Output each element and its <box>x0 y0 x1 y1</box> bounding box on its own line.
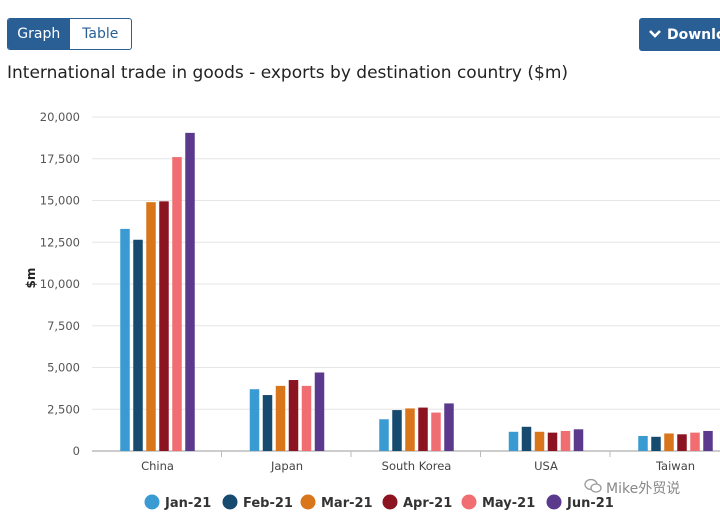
legend-label: Apr-21 <box>403 496 452 511</box>
legend-label: Jun-21 <box>566 496 614 511</box>
y-tick-label: 5,000 <box>47 361 80 375</box>
legend-label: Feb-21 <box>243 496 293 511</box>
legend-label: Jan-21 <box>164 496 211 511</box>
y-tick-label: 0 <box>73 444 80 458</box>
bar-mar-21 <box>275 385 286 451</box>
bar-feb-21 <box>262 395 273 451</box>
bar-apr-21 <box>288 380 299 451</box>
watermark: Mike外贸说 <box>584 478 680 498</box>
bar-jun-21 <box>444 403 454 451</box>
download-label: Downlo <box>667 26 720 43</box>
bar-may-21 <box>431 412 441 451</box>
bar-jan-21 <box>638 435 648 451</box>
y-tick-label: 10,000 <box>40 277 80 291</box>
chart-title: International trade in goods - exports b… <box>7 63 569 83</box>
x-tick-label: South Korea <box>382 459 452 473</box>
bar-jun-21 <box>314 372 325 451</box>
bar-apr-21 <box>547 432 558 451</box>
y-tick-label: 17,500 <box>40 152 80 166</box>
wechat-icon <box>584 478 602 498</box>
y-tick-label: 7,500 <box>47 319 80 333</box>
legend-label: Mar-21 <box>321 496 373 511</box>
bar-apr-21 <box>677 434 687 451</box>
legend-label: May-21 <box>482 496 535 511</box>
bar-mar-21 <box>146 202 156 451</box>
bar-may-21 <box>301 385 312 451</box>
graph-tab[interactable]: Graph <box>8 19 70 49</box>
bar-may-21 <box>560 430 571 451</box>
view-toggle: Graph Table <box>7 18 132 50</box>
bar-mar-21 <box>405 408 415 451</box>
legend-marker <box>222 494 238 510</box>
watermark-text: Mike外贸说 <box>606 481 681 497</box>
bar-jan-21 <box>508 431 519 451</box>
legend-marker <box>546 494 562 510</box>
legend-marker <box>300 494 316 510</box>
legend-marker <box>144 494 160 510</box>
bar-jun-21 <box>703 430 713 451</box>
x-tick-label: Japan <box>270 459 303 473</box>
x-tick-label: China <box>141 459 174 473</box>
bar-mar-21 <box>664 433 674 451</box>
bar-feb-21 <box>392 410 402 451</box>
legend-marker <box>461 494 477 510</box>
y-tick-label: 15,000 <box>40 194 80 208</box>
bar-jan-21 <box>120 228 130 451</box>
bar-apr-21 <box>159 201 169 451</box>
y-tick-label: 2,500 <box>47 402 80 416</box>
bar-may-21 <box>690 432 700 451</box>
download-button[interactable]: Downlo <box>639 18 720 51</box>
bar-feb-21 <box>651 436 661 451</box>
x-tick-label: Taiwan <box>655 459 695 473</box>
chevron-down-icon <box>649 27 661 43</box>
y-axis-label: $m <box>24 268 38 289</box>
x-tick-label: USA <box>534 459 558 473</box>
y-tick-label: 20,000 <box>40 110 80 124</box>
bar-jan-21 <box>379 419 389 451</box>
bar-apr-21 <box>418 407 428 451</box>
bar-feb-21 <box>133 239 143 451</box>
bar-feb-21 <box>521 426 532 451</box>
bar-mar-21 <box>534 431 545 451</box>
bar-jan-21 <box>249 389 260 451</box>
table-tab[interactable]: Table <box>82 26 119 42</box>
bar-may-21 <box>172 157 182 451</box>
y-tick-label: 12,500 <box>40 235 80 249</box>
bar-jun-21 <box>185 132 195 452</box>
bar-jun-21 <box>573 429 584 451</box>
legend-marker <box>382 494 398 510</box>
